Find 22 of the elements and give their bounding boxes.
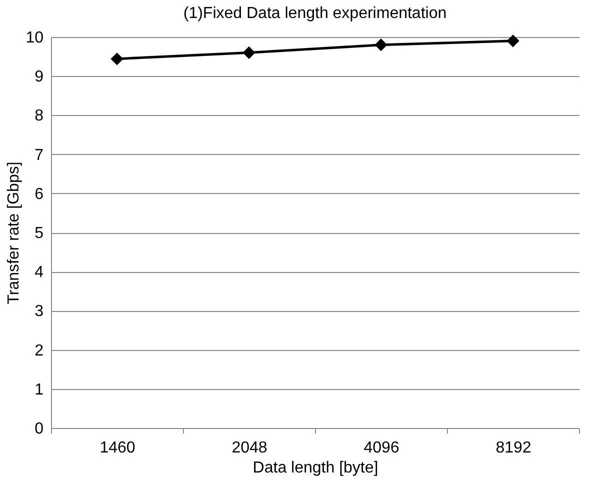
y-tick-label: 8 [34,108,44,125]
y-tick-label: 4 [34,264,44,282]
point [506,34,520,48]
x-axis-title: Data length [byte] [252,460,378,476]
y-axis-title: Transfer rate [Gbps] [6,162,23,304]
x-tick-label: 8192 [496,440,532,456]
y-tick-label: 7 [34,146,44,164]
y-tick-label: 5 [34,225,44,242]
point [242,46,256,59]
point [110,52,124,66]
x-tick-label: 2048 [232,440,268,456]
y-tick-label: 9 [34,68,44,86]
x-tick-label: 1460 [100,440,136,456]
y-tick-label: 3 [34,303,44,320]
chart-title: (1)Fixed Data length experimentation [183,5,447,22]
y-tick-label: 2 [34,342,44,360]
x-tick-label: 4096 [364,440,400,456]
y-tick-label: 1 [34,381,44,398]
y-tick-label: 6 [34,186,44,203]
y-tick-label: 0 [34,420,44,438]
point [374,38,388,52]
y-tick-label: 10 [26,30,44,46]
